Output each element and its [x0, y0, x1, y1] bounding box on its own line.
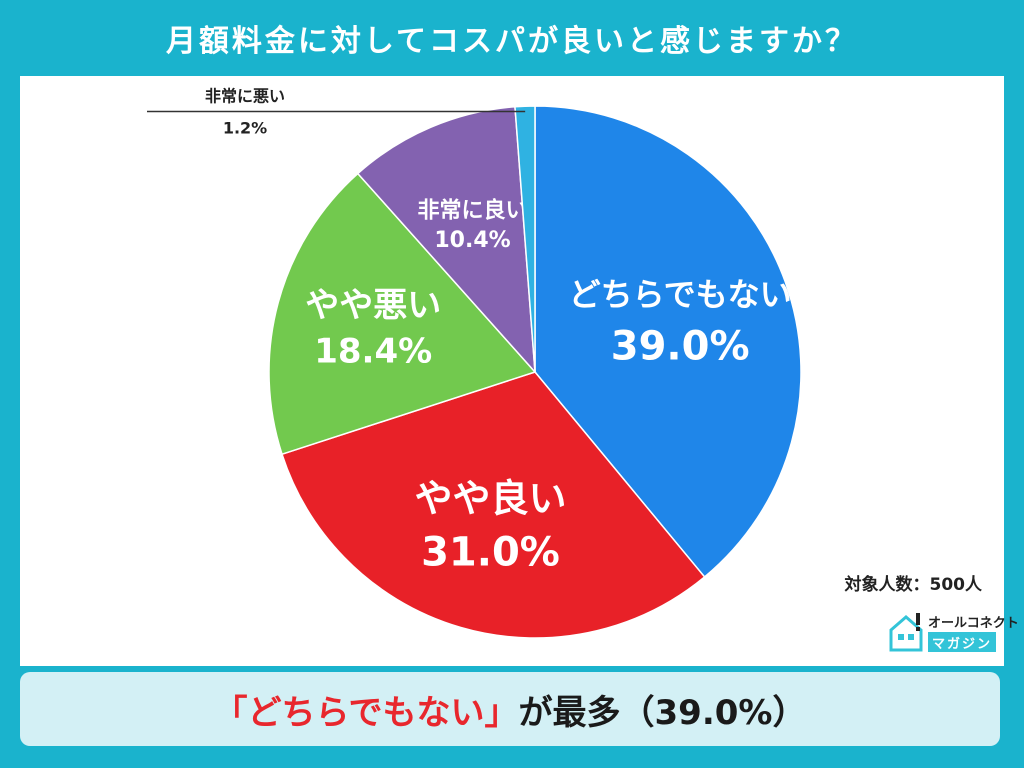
- house-icon: [889, 613, 923, 652]
- slice-value-very-good: 10.4%: [434, 228, 510, 253]
- chart-panel: どちらでもない 39.0% やや良い 31.0% やや悪い 18.4% 非常に良い 10.4%…: [20, 76, 1019, 666]
- brand-name: オールコネクト: [928, 616, 1019, 631]
- slice-value-somewhat-bad: 18.4%: [314, 331, 432, 371]
- brand-logo: オールコネクト マガジン: [888, 606, 1019, 656]
- summary-banner: 「どちらでもない」 が最多（39.0%）: [20, 672, 1000, 746]
- slice-value-very-bad: 1.2%: [223, 119, 267, 138]
- slice-label-very-good: 非常に良い: [418, 197, 528, 223]
- sample-size: 対象人数：500人: [844, 575, 983, 595]
- slice-value-neither: 39.0%: [611, 324, 750, 370]
- banner-highlight: 「どちらでもない」: [213, 692, 519, 733]
- slice-label-somewhat-bad: やや悪い: [305, 285, 441, 325]
- pie-slice-very-bad: [514, 105, 536, 373]
- slice-value-somewhat-good: 31.0%: [421, 529, 560, 575]
- slice-label-very-bad: 非常に悪い: [205, 87, 285, 106]
- banner-text: が最多（39.0%）: [518, 692, 807, 733]
- chart-title: 月額料金に対してコスパが良いと感じますか？: [165, 24, 859, 59]
- pie-chart: どちらでもない 39.0% やや良い 31.0% やや悪い 18.4% 非常に良い 10.4%…: [147, 87, 802, 639]
- pie-slice-neither: [534, 105, 802, 579]
- brand-subtitle: マガジン: [928, 632, 996, 652]
- slice-label-somewhat-good: やや良い: [414, 476, 566, 520]
- slice-label-neither: どちらでもない: [569, 276, 792, 314]
- pie-slice-very-good: [356, 105, 536, 375]
- pie-slice-somewhat-good: [281, 371, 706, 639]
- pie-slice-somewhat-bad: [268, 172, 537, 456]
